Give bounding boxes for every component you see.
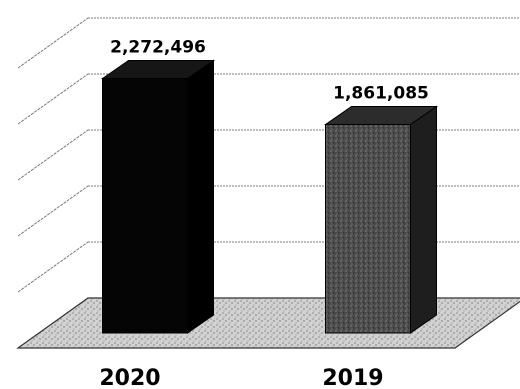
gridline-side <box>17 73 89 125</box>
floor-plane <box>16 297 520 349</box>
bar-2019 <box>323 105 439 334</box>
bar-side-2020 <box>187 59 214 334</box>
category-labels: 2020 2019 <box>99 366 383 389</box>
gridline-side <box>17 185 89 237</box>
category-label-2020: 2020 <box>99 366 160 389</box>
bar-2020 <box>100 59 216 334</box>
gridline-side <box>17 17 89 69</box>
gridline-side <box>17 241 89 293</box>
chart-floor <box>16 297 520 349</box>
value-label-2020: 2,272,496 <box>110 37 206 57</box>
gridline-side <box>17 129 89 181</box>
category-label-2019: 2019 <box>322 366 383 389</box>
bar-front-2020 <box>102 77 188 334</box>
value-label-2019: 1,861,085 <box>333 84 429 104</box>
value-labels: 2,272,496 1,861,085 <box>110 37 429 103</box>
bars <box>100 59 439 334</box>
bar-side-2019 <box>410 105 437 334</box>
bar-front-2019 <box>325 124 411 334</box>
